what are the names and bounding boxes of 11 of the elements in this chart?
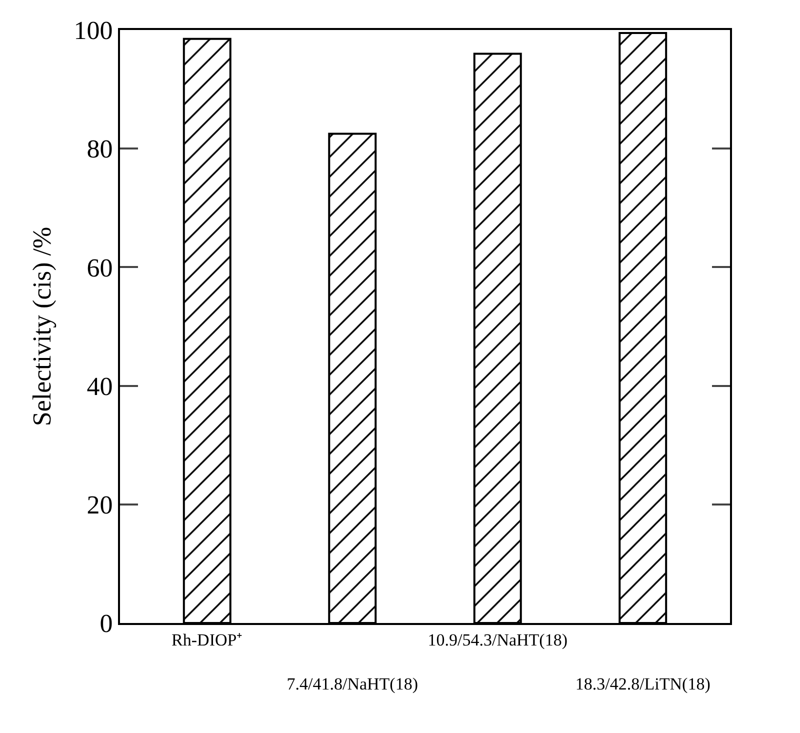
x-tick-label: 18.3/42.8/LiTN(18) <box>575 674 710 694</box>
x-tick-label: 10.9/54.3/NaHT(18) <box>428 630 568 650</box>
x-tick-label: 7.4/41.8/NaHT(18) <box>286 674 418 694</box>
y-tick-label: 80 <box>86 134 113 164</box>
y-tick-label: 20 <box>86 490 113 520</box>
y-axis-title: Selectivity (cis) /% <box>28 226 57 426</box>
y-tick-label: 60 <box>86 253 113 282</box>
y-tick-label: 0 <box>100 609 113 638</box>
y-tick-label: 100 <box>74 16 113 46</box>
x-tick-label: Rh-DIOP⁺ <box>172 630 243 650</box>
y-tick-label: 40 <box>86 372 113 401</box>
